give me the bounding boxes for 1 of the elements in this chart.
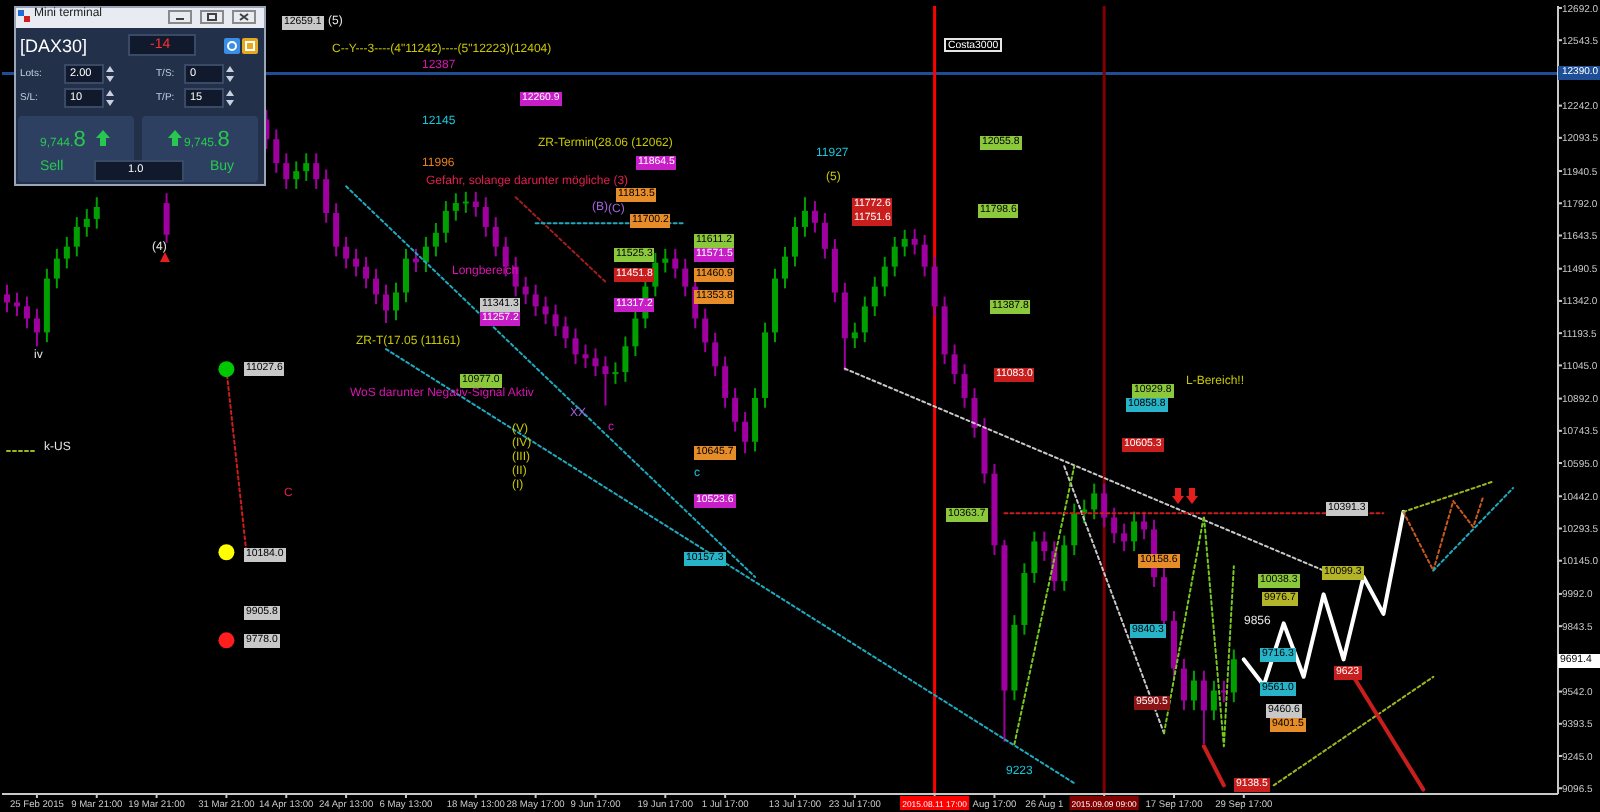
annotation: [DAX30] xyxy=(20,35,88,57)
